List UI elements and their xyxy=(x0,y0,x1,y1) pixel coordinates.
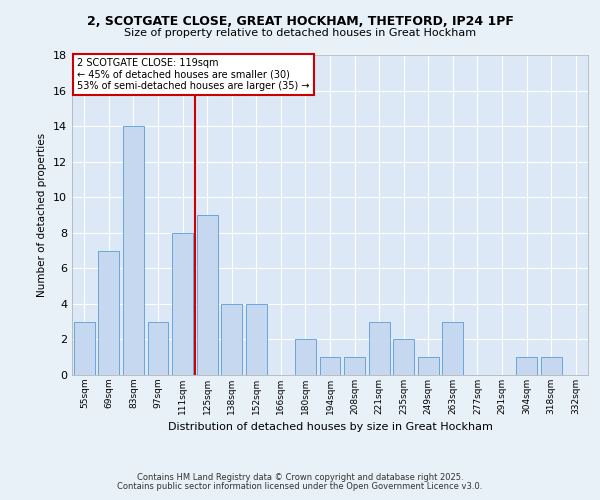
Bar xyxy=(74,322,95,375)
Text: 2 SCOTGATE CLOSE: 119sqm
← 45% of detached houses are smaller (30)
53% of semi-d: 2 SCOTGATE CLOSE: 119sqm ← 45% of detach… xyxy=(77,58,310,92)
Y-axis label: Number of detached properties: Number of detached properties xyxy=(37,133,47,297)
Bar xyxy=(541,357,562,375)
Bar xyxy=(123,126,144,375)
Bar xyxy=(98,250,119,375)
Bar xyxy=(148,322,169,375)
Text: Contains public sector information licensed under the Open Government Licence v3: Contains public sector information licen… xyxy=(118,482,482,491)
Text: Contains HM Land Registry data © Crown copyright and database right 2025.: Contains HM Land Registry data © Crown c… xyxy=(137,474,463,482)
Bar xyxy=(246,304,267,375)
Bar xyxy=(221,304,242,375)
Bar xyxy=(368,322,389,375)
Text: 2, SCOTGATE CLOSE, GREAT HOCKHAM, THETFORD, IP24 1PF: 2, SCOTGATE CLOSE, GREAT HOCKHAM, THETFO… xyxy=(86,15,514,28)
Bar xyxy=(320,357,340,375)
Bar xyxy=(172,233,193,375)
Bar xyxy=(516,357,537,375)
Bar xyxy=(418,357,439,375)
Bar xyxy=(393,340,414,375)
Bar xyxy=(197,215,218,375)
Bar xyxy=(442,322,463,375)
Bar xyxy=(344,357,365,375)
Text: Size of property relative to detached houses in Great Hockham: Size of property relative to detached ho… xyxy=(124,28,476,38)
Bar xyxy=(295,340,316,375)
X-axis label: Distribution of detached houses by size in Great Hockham: Distribution of detached houses by size … xyxy=(167,422,493,432)
